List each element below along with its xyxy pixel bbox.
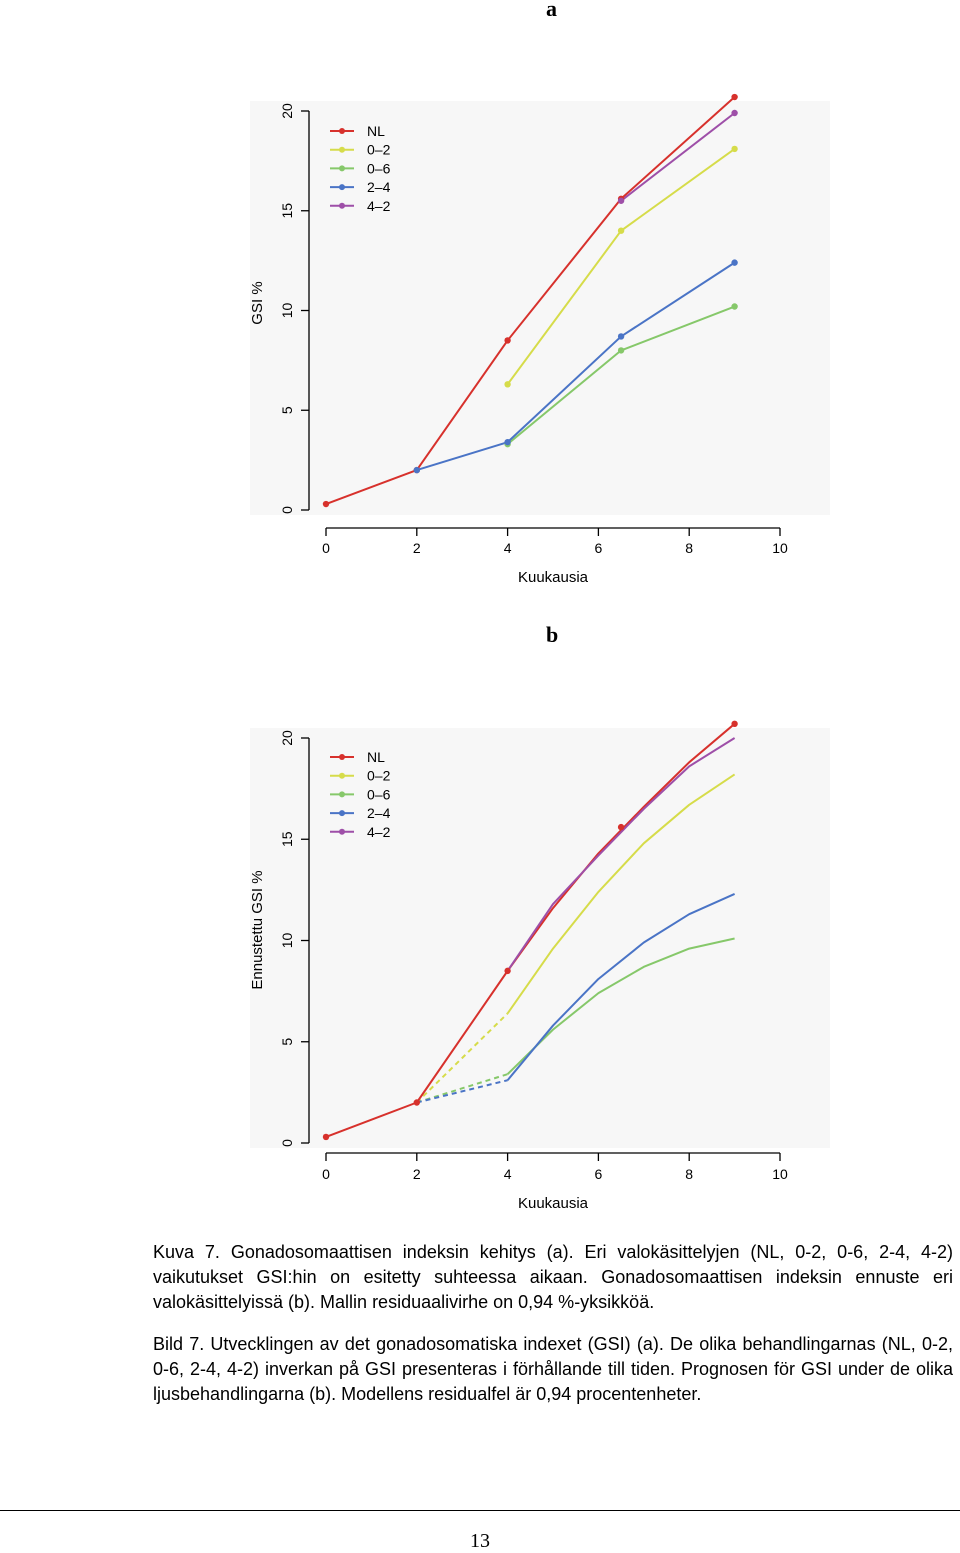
- x-tick-label: 2: [413, 540, 421, 556]
- legend-label: 0–2: [367, 142, 391, 158]
- legend-marker: [339, 772, 345, 779]
- y-tick-label: 10: [279, 933, 295, 949]
- plot-background: [250, 728, 830, 1148]
- legend-label: 2–4: [367, 805, 391, 821]
- y-axis-label: GSI %: [249, 281, 266, 324]
- data-point-0–6: [617, 347, 625, 354]
- legend-marker: [339, 810, 345, 817]
- x-axis-label: Kuukausia: [518, 569, 589, 586]
- page-number: 13: [470, 1530, 490, 1552]
- chart-a: 0 5 10 15 20 GSI % 0 2 4 6 8 10 Kuukausia NL 0–2 0–6 2–4…: [249, 93, 830, 586]
- dashed-segment: [416, 1079, 508, 1104]
- caption-swedish: Bild 7. Utvecklingen av det gonadosomati…: [153, 1334, 953, 1404]
- legend-marker: [339, 184, 345, 191]
- chart-b: 0 5 10 15 20 Ennustettu GSI % 0 2 4 6 8 10 Kuukausia…: [249, 720, 830, 1212]
- panel-label-a: a: [546, 0, 557, 21]
- legend-label: 0–6: [367, 160, 391, 176]
- dashed-segment: [416, 1073, 508, 1104]
- legend-marker: [339, 146, 345, 153]
- legend-marker: [339, 828, 345, 835]
- x-tick-label: 6: [595, 1166, 603, 1182]
- data-point-0–2: [617, 227, 625, 234]
- y-tick-label: 0: [279, 506, 295, 514]
- series-line-0–2: [506, 773, 736, 1014]
- data-point-NL: [504, 337, 511, 344]
- legend-label: 2–4: [367, 179, 391, 195]
- x-tick-label: 8: [685, 540, 693, 556]
- data-point-4–2: [617, 197, 625, 204]
- x-tick-label: 4: [504, 540, 512, 556]
- series-line-4–2: [506, 737, 736, 972]
- series-line-2–4: [506, 893, 736, 1081]
- data-point-0–6: [731, 303, 738, 310]
- legend-marker: [339, 754, 345, 760]
- y-tick-label: 15: [279, 831, 295, 847]
- data-point-2–4: [413, 466, 420, 474]
- legend-marker: [339, 791, 345, 798]
- y-tick-label: 0: [279, 1139, 295, 1147]
- plot-background: [250, 101, 830, 515]
- x-axis-label: Kuukausia: [518, 1195, 589, 1212]
- figure-caption: Kuva 7. Gonadosomaattisen indeksin kehit…: [153, 1240, 953, 1424]
- data-point-2–4: [617, 333, 625, 340]
- data-point: [322, 1133, 330, 1141]
- x-tick-label: 0: [322, 540, 330, 556]
- data-point: [617, 823, 625, 831]
- y-axis-label: Ennustettu GSI %: [249, 870, 266, 989]
- data-point-NL: [322, 500, 330, 508]
- x-tick-label: 10: [772, 540, 788, 556]
- caption-finnish: Kuva 7. Gonadosomaattisen indeksin kehit…: [153, 1242, 953, 1312]
- y-tick-label: 10: [279, 303, 295, 319]
- x-tick-label: 10: [772, 1166, 788, 1182]
- data-point-2–4: [731, 259, 738, 266]
- dashed-segment: [416, 1012, 509, 1104]
- legend-label: NL: [367, 749, 385, 765]
- data-point-2–4: [504, 438, 511, 446]
- series-line-2–4: [416, 261, 736, 472]
- footer-rule: [0, 1510, 960, 1511]
- y-tick-label: 15: [279, 203, 295, 219]
- series-line-4–2: [620, 112, 736, 202]
- series-line-0–6: [506, 937, 735, 1075]
- x-tick-label: 0: [322, 1166, 330, 1182]
- legend-marker: [339, 165, 345, 172]
- legend-label: NL: [367, 123, 385, 139]
- x-tick-label: 6: [595, 540, 603, 556]
- data-point: [731, 720, 738, 728]
- x-tick-label: 8: [685, 1166, 693, 1182]
- data-point: [413, 1099, 420, 1106]
- y-tick-label: 5: [279, 1038, 295, 1046]
- y-tick-label: 20: [279, 730, 295, 746]
- legend-marker: [339, 202, 345, 209]
- legend-label: 0–6: [367, 786, 391, 802]
- data-point-0–2: [504, 381, 511, 388]
- panel-label-b: b: [546, 622, 559, 647]
- data-point-NL: [731, 93, 738, 101]
- data-point-0–2: [731, 145, 738, 153]
- legend-label: 4–2: [367, 198, 391, 214]
- data-point-4–2: [731, 109, 738, 117]
- x-tick-label: 2: [413, 1166, 421, 1182]
- y-tick-label: 20: [279, 103, 295, 119]
- data-point: [504, 967, 511, 975]
- legend-marker: [339, 128, 345, 134]
- legend-label: 4–2: [367, 824, 391, 840]
- y-tick-label: 5: [279, 406, 295, 414]
- x-tick-label: 4: [504, 1166, 512, 1182]
- legend-label: 0–2: [367, 768, 391, 784]
